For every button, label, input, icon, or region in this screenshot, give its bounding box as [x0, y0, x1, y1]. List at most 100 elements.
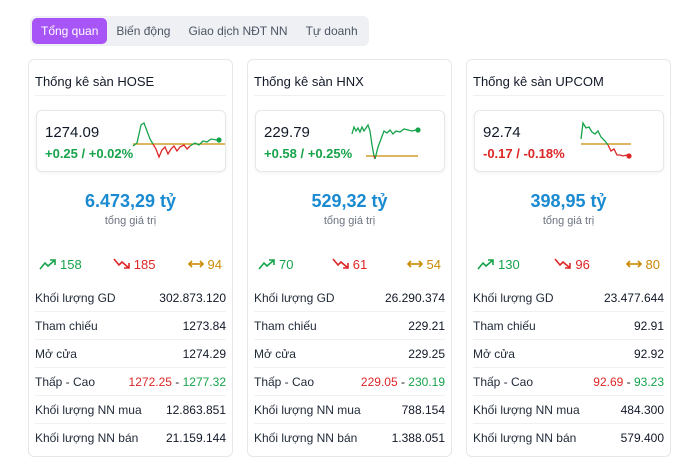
row-label: Mở cửa [254, 346, 296, 361]
unchanged: 80 [625, 257, 660, 272]
row-label: Tham chiếu [35, 318, 98, 333]
sparkline-last-point [216, 137, 222, 143]
tab-proprietary[interactable]: Tự doanh [305, 24, 358, 38]
total-value-label: tổng giá trị [104, 215, 157, 227]
row-value: 23.477.644 [603, 290, 664, 305]
index-value: 229.79 [264, 124, 310, 141]
row-label: Mở cửa [473, 346, 515, 361]
table-row: Khối lượng NN bán 579.400 [473, 424, 664, 452]
arrows-horizontal-icon [406, 260, 423, 268]
index-change: +0.58 / +0.25% [264, 146, 353, 161]
row-label: Thấp - Cao [473, 374, 534, 389]
row-value: 21.159.144 [165, 431, 226, 445]
row-value: 302.873.120 [159, 290, 226, 305]
declines: 185 [113, 257, 155, 272]
total-value: 6.473,29 tỷ [84, 191, 177, 211]
trend-up-icon [258, 259, 275, 270]
row-label: Khối lượng GD [254, 290, 335, 305]
row-value: 92.69 - 93.23 [593, 374, 664, 389]
card-title: Thống kê sàn HOSE [35, 74, 155, 89]
low-value: 1272.25 [128, 374, 172, 389]
row-value: 579.400 [620, 431, 664, 445]
row-value: 229.05 - 230.19 [360, 374, 445, 389]
row-label: Khối lượng NN mua [254, 402, 361, 417]
declines: 96 [554, 256, 590, 272]
market-breadth: 70 61 54 [258, 255, 441, 273]
sparkline-down-segment [152, 143, 191, 159]
intraday-sparkline [132, 122, 225, 159]
table-row: Khối lượng GD 23.477.644 [473, 284, 664, 312]
total-value: 398,95 tỷ [530, 191, 607, 211]
table-row: Thấp - Cao 92.69 - 93.23 [473, 368, 664, 396]
divider [473, 95, 664, 96]
table-row: Mở cửa 92.92 [473, 340, 664, 368]
card-hnx: Thống kê sàn HNX 229.79 +0.58 / +0.25% 5… [247, 59, 452, 457]
sparkline-up-segment-2 [374, 128, 417, 160]
table-row: Khối lượng NN bán 21.159.144 [35, 424, 226, 452]
table-row: Khối lượng NN mua 484.300 [473, 396, 664, 424]
table-row: Khối lượng NN bán 1.388.051 [254, 424, 445, 452]
sparkline-up-segment [351, 123, 375, 157]
row-value: 1274.29 [182, 346, 226, 361]
row-label: Mở cửa [35, 346, 77, 361]
index-value: 92.74 [483, 124, 521, 141]
row-label: Tham chiếu [254, 318, 317, 333]
row-label: Tham chiếu [473, 318, 536, 333]
tab-overview[interactable]: Tổng quan [32, 18, 108, 44]
stats-table: Khối lượng GD 26.290.374 Tham chiếu 229.21… [254, 284, 445, 452]
table-row: Thấp - Cao 229.05 - 230.19 [254, 368, 445, 396]
low-value: 92.69 [593, 374, 624, 389]
row-value: 92.91 [633, 318, 664, 333]
row-value: 12.863.851 [165, 402, 226, 417]
row-label: Khối lượng NN mua [35, 402, 142, 417]
index-summary-box[interactable]: 1274.09 +0.25 / +0.02% [36, 110, 226, 172]
table-row: Thấp - Cao 1272.25 - 1277.32 [35, 368, 226, 396]
index-summary-box[interactable]: 92.74 -0.17 / -0.18% [474, 110, 664, 172]
table-row: Khối lượng GD 26.290.374 [254, 284, 445, 312]
low-value: 229.05 [360, 374, 398, 389]
total-value-label: tổng giá trị [323, 215, 376, 227]
card-hose: Thống kê sàn HOSE 1274.09 +0.25 / +0.02%… [28, 59, 233, 457]
index-value: 1274.09 [45, 124, 100, 141]
index-summary-box[interactable]: 229.79 +0.58 / +0.25% [255, 110, 445, 172]
unchanged: 94 [187, 257, 222, 272]
row-label: Khối lượng GD [473, 290, 554, 305]
advances-count: 70 [279, 256, 294, 272]
sparkline-down-segment [607, 144, 628, 157]
row-label: Thấp - Cao [254, 374, 315, 389]
sparkline-up-segment [580, 121, 609, 146]
card-title: Thống kê sàn UPCOM [473, 74, 604, 89]
sparkline-last-point [415, 127, 421, 133]
declines-count: 96 [575, 256, 590, 272]
trend-down-icon [554, 258, 572, 269]
advances: 70 [258, 257, 293, 272]
table-row: Mở cửa 1274.29 [35, 340, 226, 368]
row-value: 1273.84 [182, 318, 226, 333]
unchanged: 54 [406, 257, 441, 272]
row-label: Thấp - Cao [35, 374, 96, 389]
stats-table: Khối lượng GD 23.477.644 Tham chiếu 92.91 … [473, 284, 664, 452]
trend-down-icon [113, 258, 130, 269]
row-value: 1.388.051 [391, 431, 445, 445]
row-value: 229.21 [408, 318, 445, 333]
tab-fluctuation[interactable]: Biến động [116, 24, 171, 38]
intraday-sparkline [351, 123, 421, 160]
intraday-sparkline [580, 121, 632, 159]
declines-count: 61 [352, 256, 368, 272]
sparkline-last-point [626, 153, 632, 159]
unchanged-count: 54 [426, 256, 441, 272]
arrows-horizontal-icon [625, 260, 642, 268]
trend-down-icon [332, 258, 349, 269]
table-row: Khối lượng NN mua 12.863.851 [35, 396, 226, 424]
row-label: Khối lượng NN mua [473, 402, 580, 417]
row-value: 1272.25 - 1277.32 [128, 374, 226, 389]
table-row: Tham chiếu 229.21 [254, 312, 445, 340]
sparkline-up-segment-2 [189, 138, 218, 147]
high-value: 230.19 [408, 374, 445, 389]
total-value-label: tổng giá trị [542, 215, 595, 227]
tab-foreign-trading[interactable]: Giao dịch NĐT NN [188, 24, 288, 38]
table-row: Khối lượng GD 302.873.120 [35, 284, 226, 312]
tab-bar: Tổng quan Biến động Giao dịch NĐT NN Tự … [30, 16, 369, 46]
sparkline-up-segment [132, 122, 154, 147]
table-row: Khối lượng NN mua 788.154 [254, 396, 445, 424]
